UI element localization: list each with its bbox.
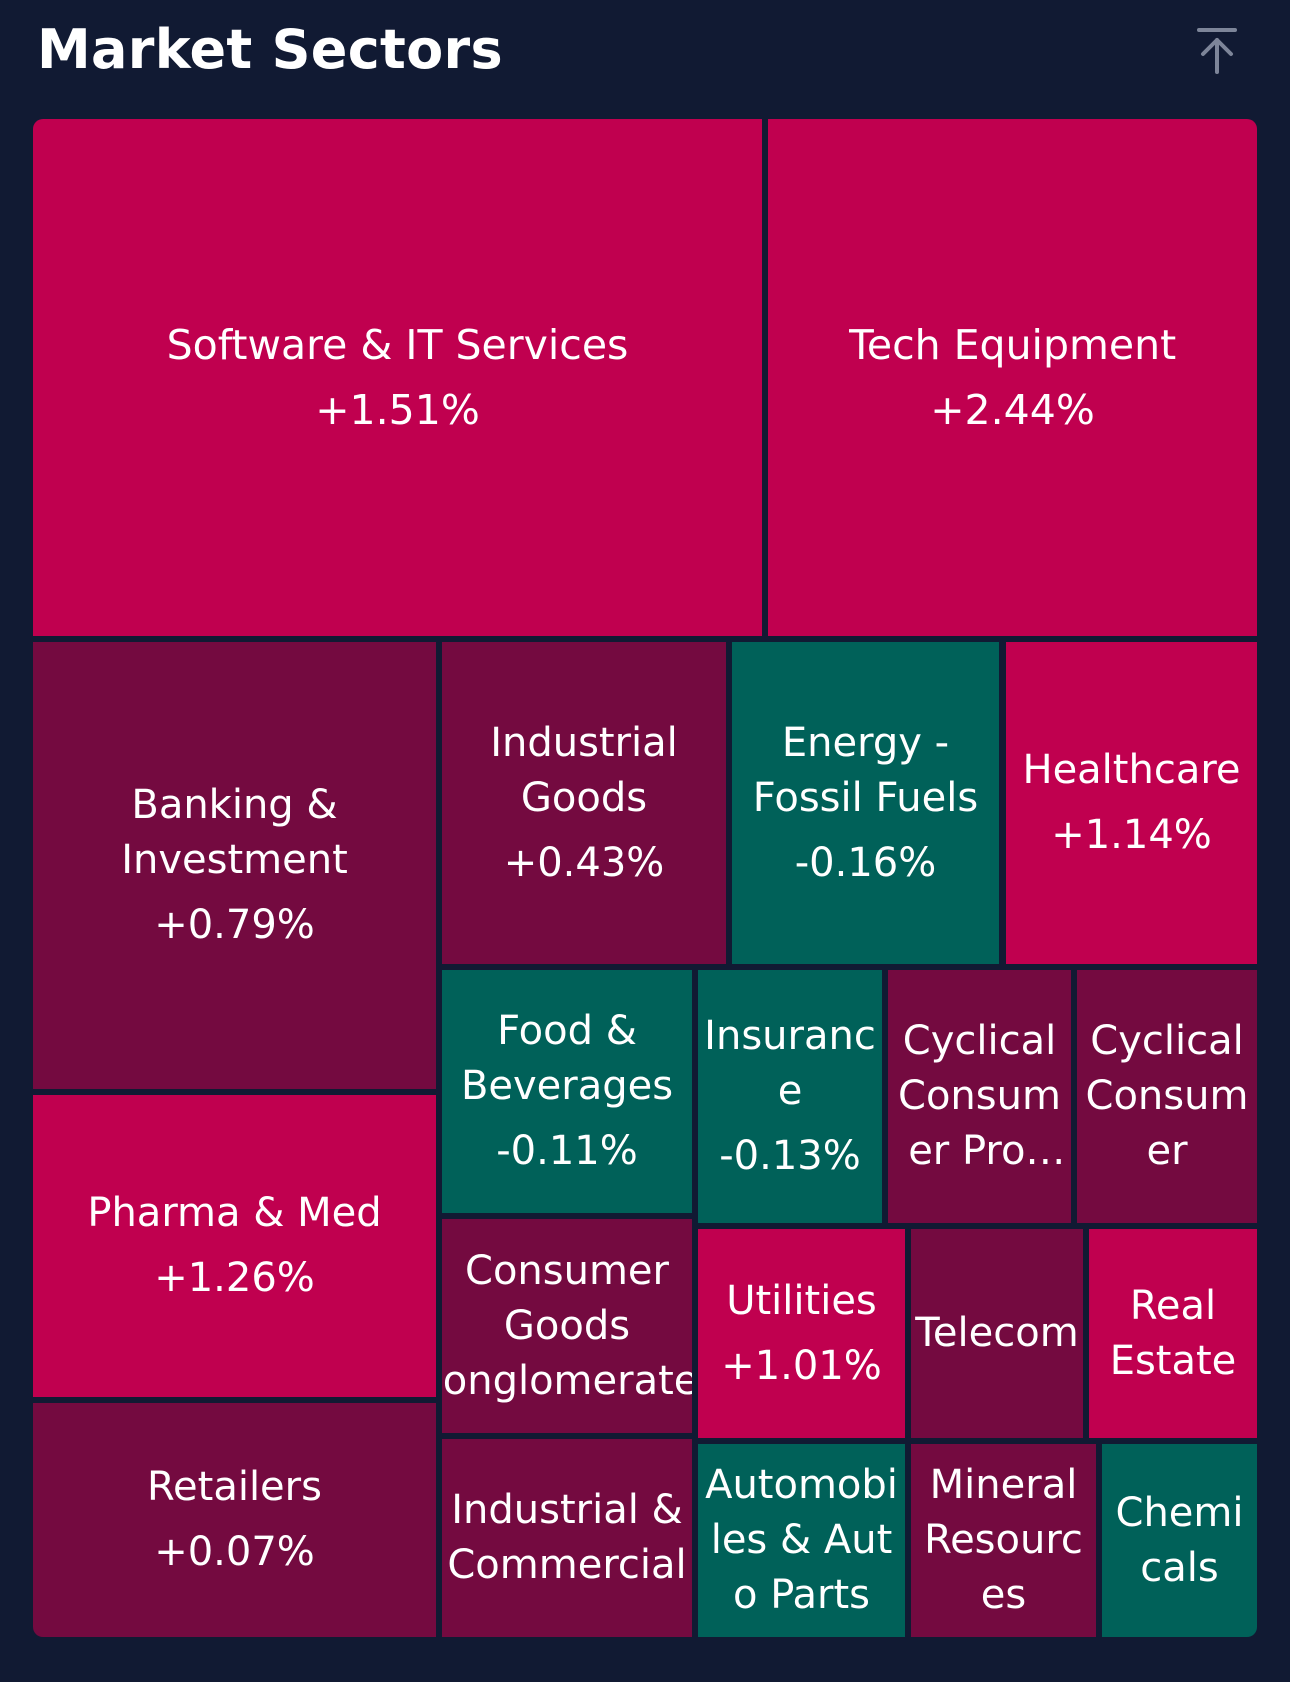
sector-name: Automobiles & Auto Parts — [705, 1462, 898, 1618]
sector-name: Pharma & Med — [87, 1190, 382, 1236]
sector-tile-telecom[interactable]: Telecom — [911, 1229, 1083, 1438]
sector-name: Utilities — [726, 1277, 877, 1324]
sector-tile-mineral-resources[interactable]: Mineral Resources — [911, 1444, 1096, 1637]
sector-tile-industrial-goods[interactable]: Industrial Goods +0.43% — [442, 642, 726, 964]
sector-name: Energy - Fossil Fuels — [752, 719, 979, 821]
sector-name: Healthcare — [1022, 747, 1241, 793]
scroll-to-top-button[interactable] — [1195, 26, 1239, 76]
sector-tile-utilities[interactable]: Utilities +1.01% — [698, 1229, 905, 1438]
sector-change: -0.16% — [794, 839, 937, 886]
sector-name: Food & Beverages — [460, 1008, 674, 1109]
sector-change: +2.44% — [930, 385, 1095, 434]
sector-name: Real Estate — [1109, 1282, 1237, 1384]
sector-name: Chemicals — [1115, 1489, 1244, 1591]
sector-tile-healthcare[interactable]: Healthcare +1.14% — [1006, 642, 1257, 964]
sector-change: +0.79% — [154, 902, 315, 948]
sector-name: Cyclical Consumer — [1085, 1018, 1249, 1174]
arrow-up-to-top-icon — [1195, 26, 1239, 76]
sector-name: Banking & Investment — [121, 782, 348, 883]
sector-tile-tech-equipment[interactable]: Tech Equipment +2.44% — [768, 119, 1257, 636]
sector-change: +0.43% — [503, 839, 665, 886]
sector-change: +1.26% — [154, 1255, 315, 1301]
sector-name: Industrial & Commercial — [447, 1487, 687, 1588]
sector-tile-pharma-med[interactable]: Pharma & Med +1.26% — [33, 1095, 436, 1397]
sector-tile-cyclical-consumer-products[interactable]: Cyclical Consumer Products — [888, 970, 1071, 1223]
sector-name: Consumer Goods Conglomerates — [442, 1247, 692, 1404]
sector-change: +1.51% — [315, 385, 480, 434]
sector-name: Insurance — [704, 1013, 876, 1114]
sector-change: -0.11% — [496, 1128, 638, 1174]
sector-tile-retailers[interactable]: Retailers +0.07% — [33, 1403, 436, 1637]
sector-tile-insurance[interactable]: Insurance -0.13% — [698, 970, 882, 1223]
sector-tile-banking-investment[interactable]: Banking & Investment +0.79% — [33, 642, 436, 1089]
sector-tile-real-estate[interactable]: Real Estate — [1089, 1229, 1257, 1438]
sector-tile-food-beverages[interactable]: Food & Beverages -0.11% — [442, 970, 692, 1213]
sector-change: +0.07% — [154, 1529, 315, 1575]
sector-name: Tech Equipment — [848, 320, 1177, 369]
sector-name: Software & IT Services — [166, 320, 629, 369]
sector-tile-consumer-goods-conglomerates[interactable]: Consumer Goods Conglomerates — [442, 1219, 692, 1433]
sector-tile-industrial-commercial[interactable]: Industrial & Commercial — [442, 1439, 692, 1637]
sector-change: +1.14% — [1051, 812, 1212, 858]
sector-name: Cyclical Consumer Products — [898, 1018, 1061, 1174]
sector-change: +1.01% — [721, 1342, 882, 1389]
page-title: Market Sectors — [37, 18, 503, 81]
sector-name: Retailers — [147, 1464, 322, 1510]
sector-tile-cyclical-consumer[interactable]: Cyclical Consumer — [1077, 970, 1257, 1223]
sector-name: Industrial Goods — [490, 719, 678, 821]
sector-name: Mineral Resources — [924, 1462, 1083, 1618]
sector-change: -0.13% — [719, 1133, 861, 1179]
sector-tile-energy-fossil-fuels[interactable]: Energy - Fossil Fuels -0.16% — [732, 642, 999, 964]
sector-tile-chemicals[interactable]: Chemicals — [1102, 1444, 1257, 1637]
sector-name: Telecom — [915, 1310, 1079, 1356]
sector-tile-automobiles-auto-parts[interactable]: Automobiles & Auto Parts — [698, 1444, 905, 1637]
sector-tile-software-it-services[interactable]: Software & IT Services +1.51% — [33, 119, 762, 636]
